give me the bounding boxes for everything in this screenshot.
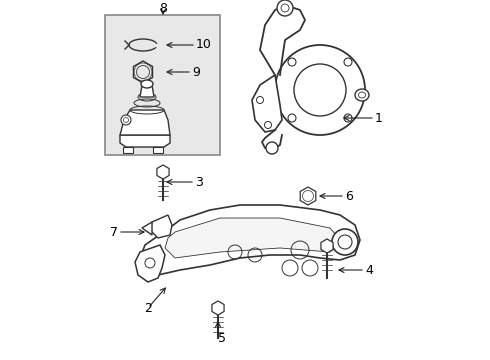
Ellipse shape [288,114,296,122]
Ellipse shape [344,58,352,66]
Ellipse shape [275,45,365,135]
Ellipse shape [288,58,296,66]
Bar [153,147,163,153]
Text: 2: 2 [144,302,152,315]
Ellipse shape [344,114,352,122]
Polygon shape [140,205,360,275]
Polygon shape [120,110,170,135]
Ellipse shape [121,115,131,125]
Polygon shape [165,218,342,258]
Text: 1: 1 [375,112,383,125]
Text: 10: 10 [196,39,212,51]
Text: 6: 6 [345,189,353,202]
Polygon shape [120,135,170,147]
Polygon shape [142,222,152,235]
Polygon shape [150,215,172,238]
Text: 5: 5 [218,332,226,345]
Ellipse shape [355,89,369,101]
Polygon shape [135,245,165,282]
Ellipse shape [266,142,278,154]
Text: 7: 7 [110,225,118,238]
Text: 9: 9 [192,66,200,78]
Ellipse shape [277,0,293,16]
Text: 8: 8 [159,1,167,14]
Ellipse shape [332,229,358,255]
Ellipse shape [294,64,346,116]
Bar [123,147,133,153]
Ellipse shape [141,80,153,88]
Text: 3: 3 [195,175,203,189]
Polygon shape [252,75,282,132]
Bar [105,15,220,155]
Text: 4: 4 [365,264,373,276]
Polygon shape [140,85,154,97]
